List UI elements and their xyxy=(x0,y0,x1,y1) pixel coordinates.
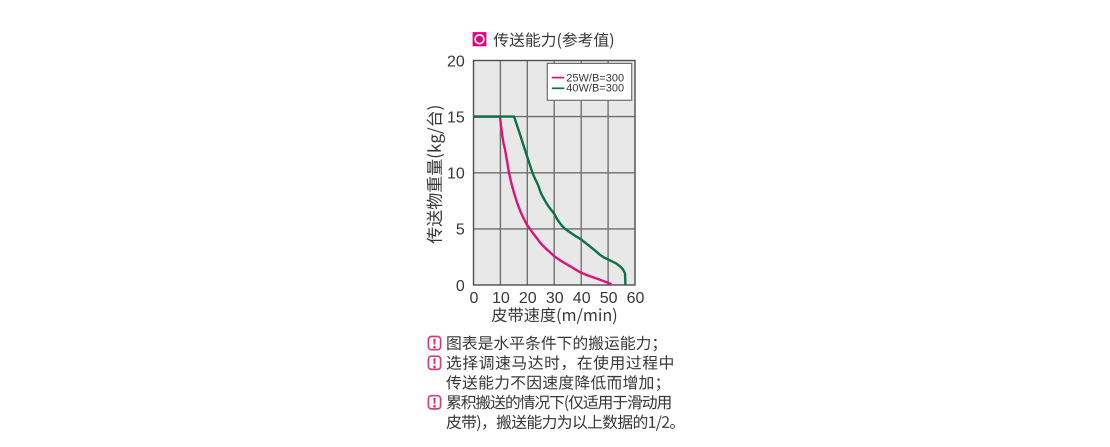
svg-text:5: 5 xyxy=(456,222,465,239)
svg-text:60: 60 xyxy=(627,290,645,307)
svg-text:20: 20 xyxy=(447,54,465,71)
svg-text:0: 0 xyxy=(456,278,465,295)
svg-text:40: 40 xyxy=(573,290,591,307)
svg-text:10: 10 xyxy=(492,290,510,307)
svg-text:15: 15 xyxy=(447,109,465,126)
svg-text:50: 50 xyxy=(600,290,618,307)
svg-text:40W/B=300: 40W/B=300 xyxy=(566,82,624,94)
svg-text:30: 30 xyxy=(546,290,564,307)
svg-text:25W/B=300: 25W/B=300 xyxy=(566,72,624,84)
svg-text:20: 20 xyxy=(519,290,537,307)
svg-text:0: 0 xyxy=(470,290,479,307)
svg-text:10: 10 xyxy=(447,166,465,183)
